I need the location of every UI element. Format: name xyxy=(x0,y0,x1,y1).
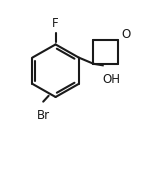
Text: F: F xyxy=(52,17,59,30)
Text: Br: Br xyxy=(37,109,50,122)
Text: O: O xyxy=(121,28,131,41)
Text: OH: OH xyxy=(103,73,121,86)
